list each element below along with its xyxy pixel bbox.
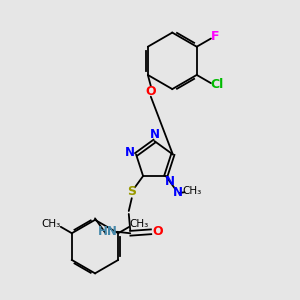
Text: CH₃: CH₃ bbox=[129, 219, 148, 229]
Text: Cl: Cl bbox=[211, 78, 224, 91]
Text: HN: HN bbox=[98, 225, 118, 238]
Text: O: O bbox=[146, 85, 156, 98]
Text: CH₃: CH₃ bbox=[42, 219, 61, 229]
Text: S: S bbox=[127, 185, 136, 198]
Text: CH₃: CH₃ bbox=[183, 186, 202, 197]
Text: F: F bbox=[211, 30, 220, 43]
Text: N: N bbox=[149, 128, 160, 141]
Text: N: N bbox=[165, 175, 175, 188]
Text: N: N bbox=[173, 186, 183, 200]
Text: N: N bbox=[125, 146, 135, 159]
Text: O: O bbox=[152, 225, 163, 238]
